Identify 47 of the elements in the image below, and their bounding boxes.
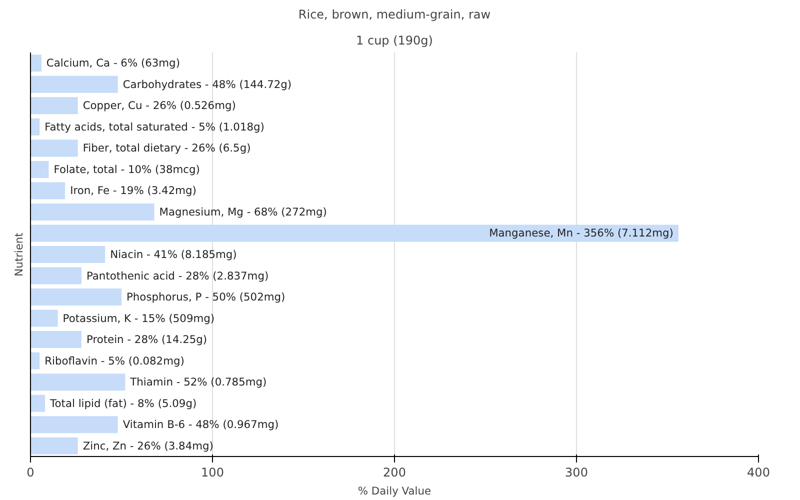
x-tick-label: 100 — [201, 466, 224, 480]
x-tick-label: 400 — [747, 466, 770, 480]
y-tick-label: Fatty acids, total saturated - 5% (1.018g) — [44, 120, 264, 134]
x-axis-title: % Daily Value — [358, 484, 432, 498]
bar — [30, 246, 106, 264]
y-tick-label: Zinc, Zn - 26% (3.84mg) — [82, 439, 214, 452]
y-tick-label: Carbohydrates - 48% (144.72g) — [122, 78, 292, 91]
x-tick-label: 200 — [383, 466, 406, 480]
y-tick-label: Vitamin B-6 - 48% (0.967mg) — [122, 418, 279, 432]
y-tick-label: Copper, Cu - 26% (0.526mg) — [82, 99, 236, 112]
bar — [30, 203, 154, 220]
y-tick-label: Magnesium, Mg - 68% (272mg) — [159, 205, 327, 218]
bar — [30, 331, 82, 348]
y-tick-label: Calcium, Ca - 6% (63mg) — [46, 56, 180, 70]
y-tick-label: Iron, Fe - 19% (3.42mg) — [70, 184, 196, 198]
x-tick-label: 0 — [26, 466, 34, 480]
bar — [30, 352, 40, 370]
y-tick-label: Potassium, K - 15% (509mg) — [62, 312, 215, 325]
y-tick-label: Fiber, total dietary - 26% (6.5g) — [82, 142, 251, 155]
y-tick-label: Protein - 28% (14.25g) — [86, 333, 208, 346]
y-tick-label: Niacin - 41% (8.185mg) — [110, 248, 237, 261]
bar — [30, 160, 49, 178]
y-tick-label: Manganese, Mn - 356% (7.112mg) — [489, 226, 674, 240]
chart-subtitle: 1 cup (190g) — [356, 34, 433, 48]
bar — [30, 288, 122, 306]
x-tick-label: 300 — [565, 466, 588, 480]
bar — [30, 310, 58, 327]
y-tick-label: Pantothenic acid - 28% (2.837mg) — [86, 269, 269, 282]
bar — [30, 394, 46, 412]
bar — [30, 437, 78, 454]
y-axis-title: Nutrient — [12, 232, 26, 276]
bar — [30, 267, 82, 284]
bar — [30, 374, 126, 391]
y-tick-label: Total lipid (fat) - 8% (5.09g) — [49, 396, 197, 410]
chart-title: Rice, brown, medium-grain, raw — [298, 8, 491, 22]
bar — [30, 416, 118, 434]
bar — [30, 140, 78, 157]
bar — [30, 97, 78, 114]
y-tick-label: Folate, total - 10% (38mcg) — [54, 162, 200, 176]
bar — [30, 182, 66, 200]
y-tick-label: Thiamin - 52% (0.785mg) — [129, 376, 267, 389]
bar — [30, 54, 42, 72]
bar — [30, 76, 118, 93]
bar — [30, 118, 40, 136]
bar — [30, 224, 678, 242]
y-tick-label: Phosphorus, P - 50% (502mg) — [126, 290, 286, 304]
y-tick-label: Riboflavin - 5% (0.082mg) — [44, 354, 184, 368]
